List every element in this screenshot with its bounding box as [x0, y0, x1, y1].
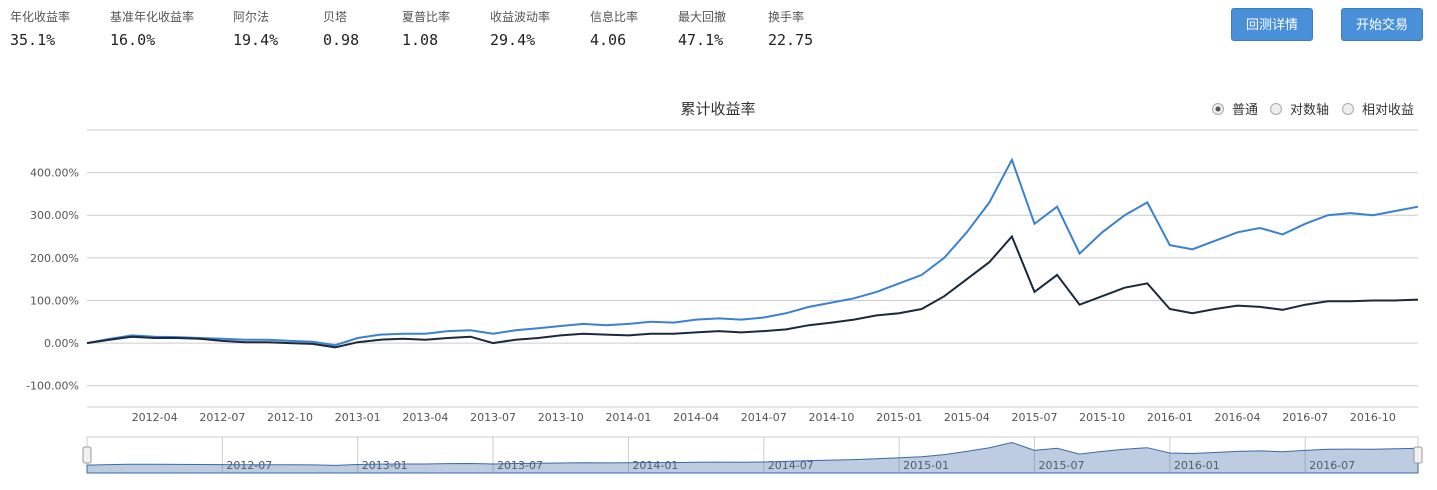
x-tick-label: 2014-10: [808, 411, 854, 424]
radio-label[interactable]: 普通: [1232, 103, 1258, 118]
stat-label: 贝塔: [323, 10, 348, 24]
stat-label: 收益波动率: [490, 10, 551, 24]
navigator-tick-label: 2013-01: [362, 459, 408, 472]
radio[interactable]: [1270, 103, 1282, 115]
x-tick-label: 2014-01: [605, 411, 651, 424]
navigator-tick-label: 2013-07: [497, 459, 543, 472]
stat: 夏普比率 1.08: [402, 8, 450, 49]
x-tick-label: 2016-04: [1215, 411, 1261, 424]
x-tick-label: 2012-10: [267, 411, 313, 424]
stat: 换手率 22.75: [768, 8, 813, 49]
y-tick-label: 300.00%: [30, 209, 79, 222]
navigator-tick-label: 2016-07: [1309, 459, 1355, 472]
x-tick-label: 2016-07: [1282, 411, 1328, 424]
x-tick-label: 2013-07: [470, 411, 516, 424]
navigator-handle[interactable]: [1413, 446, 1423, 464]
stat-value: 29.4%: [490, 31, 536, 49]
stat-value: 16.0%: [110, 31, 156, 49]
x-tick-label: 2013-04: [402, 411, 448, 424]
stat-value: 22.75: [768, 31, 814, 49]
x-tick-label: 2015-01: [876, 411, 922, 424]
x-tick-label: 2015-10: [1079, 411, 1125, 424]
button[interactable]: 开始交易: [1341, 8, 1423, 41]
stat: 年化收益率 35.1%: [10, 8, 70, 49]
radio-label[interactable]: 相对收益: [1362, 103, 1414, 118]
stat-value: 35.1%: [10, 31, 56, 49]
navigator-tick-label: 2015-07: [1038, 459, 1084, 472]
chart-title: 累计收益率: [680, 100, 755, 118]
stat-value: 0.98: [323, 31, 360, 49]
x-tick-label: 2015-04: [944, 411, 990, 424]
navigator-tick-label: 2015-01: [903, 459, 949, 472]
series-line: [86, 234, 1419, 349]
y-tick-label: 400.00%: [30, 167, 79, 180]
button[interactable]: 回测详情: [1231, 8, 1313, 41]
stat-label: 夏普比率: [402, 10, 451, 24]
stat-label: 信息比率: [590, 10, 639, 24]
series-line: [86, 157, 1419, 347]
stat-value: 47.1%: [678, 31, 724, 49]
stat: 基准年化收益率 16.0%: [110, 8, 194, 49]
navigator-tick-label: 2016-01: [1174, 459, 1220, 472]
stat-label: 阿尔法: [233, 10, 270, 24]
stat-value: 4.06: [590, 31, 627, 49]
y-tick-label: 100.00%: [30, 294, 79, 307]
x-tick-label: 2013-10: [538, 411, 584, 424]
y-tick-label: 0.00%: [44, 337, 79, 350]
stat-label: 年化收益率: [10, 10, 71, 24]
stat: 收益波动率 29.4%: [490, 8, 550, 49]
y-tick-label: 200.00%: [30, 252, 79, 265]
navigator-tick-label: 2014-07: [768, 459, 814, 472]
radio-dot: [1215, 106, 1221, 112]
x-tick-label: 2014-04: [673, 411, 719, 424]
radio[interactable]: [1342, 103, 1354, 115]
x-tick-label: 2012-07: [199, 411, 245, 424]
x-tick-label: 2013-01: [335, 411, 381, 424]
stat-label: 最大回撤: [678, 10, 727, 24]
stat-value: 1.08: [402, 31, 439, 49]
stat-value: 19.4%: [233, 31, 279, 49]
x-tick-label: 2016-10: [1350, 411, 1396, 424]
stat: 信息比率 4.06: [590, 8, 638, 49]
x-tick-label: 2016-01: [1147, 411, 1193, 424]
x-tick-label: 2015-07: [1012, 411, 1058, 424]
x-tick-label: 2014-07: [741, 411, 787, 424]
navigator-area: [86, 441, 1419, 474]
stat: 阿尔法 19.4%: [233, 8, 278, 49]
radio-label[interactable]: 对数轴: [1290, 103, 1329, 118]
stat: 最大回撤 47.1%: [678, 8, 726, 49]
y-tick-label: -100.00%: [26, 380, 79, 393]
navigator-tick-label: 2012-07: [226, 459, 272, 472]
stat-label: 基准年化收益率: [110, 10, 195, 24]
navigator-handle[interactable]: [82, 446, 92, 464]
x-tick-label: 2012-04: [132, 411, 178, 424]
stat-label: 换手率: [768, 10, 805, 24]
stat: 贝塔 0.98: [323, 8, 359, 49]
